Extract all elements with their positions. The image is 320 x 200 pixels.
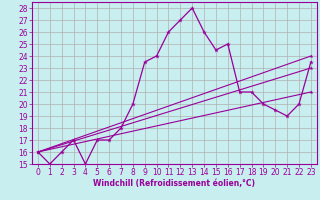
X-axis label: Windchill (Refroidissement éolien,°C): Windchill (Refroidissement éolien,°C) <box>93 179 255 188</box>
